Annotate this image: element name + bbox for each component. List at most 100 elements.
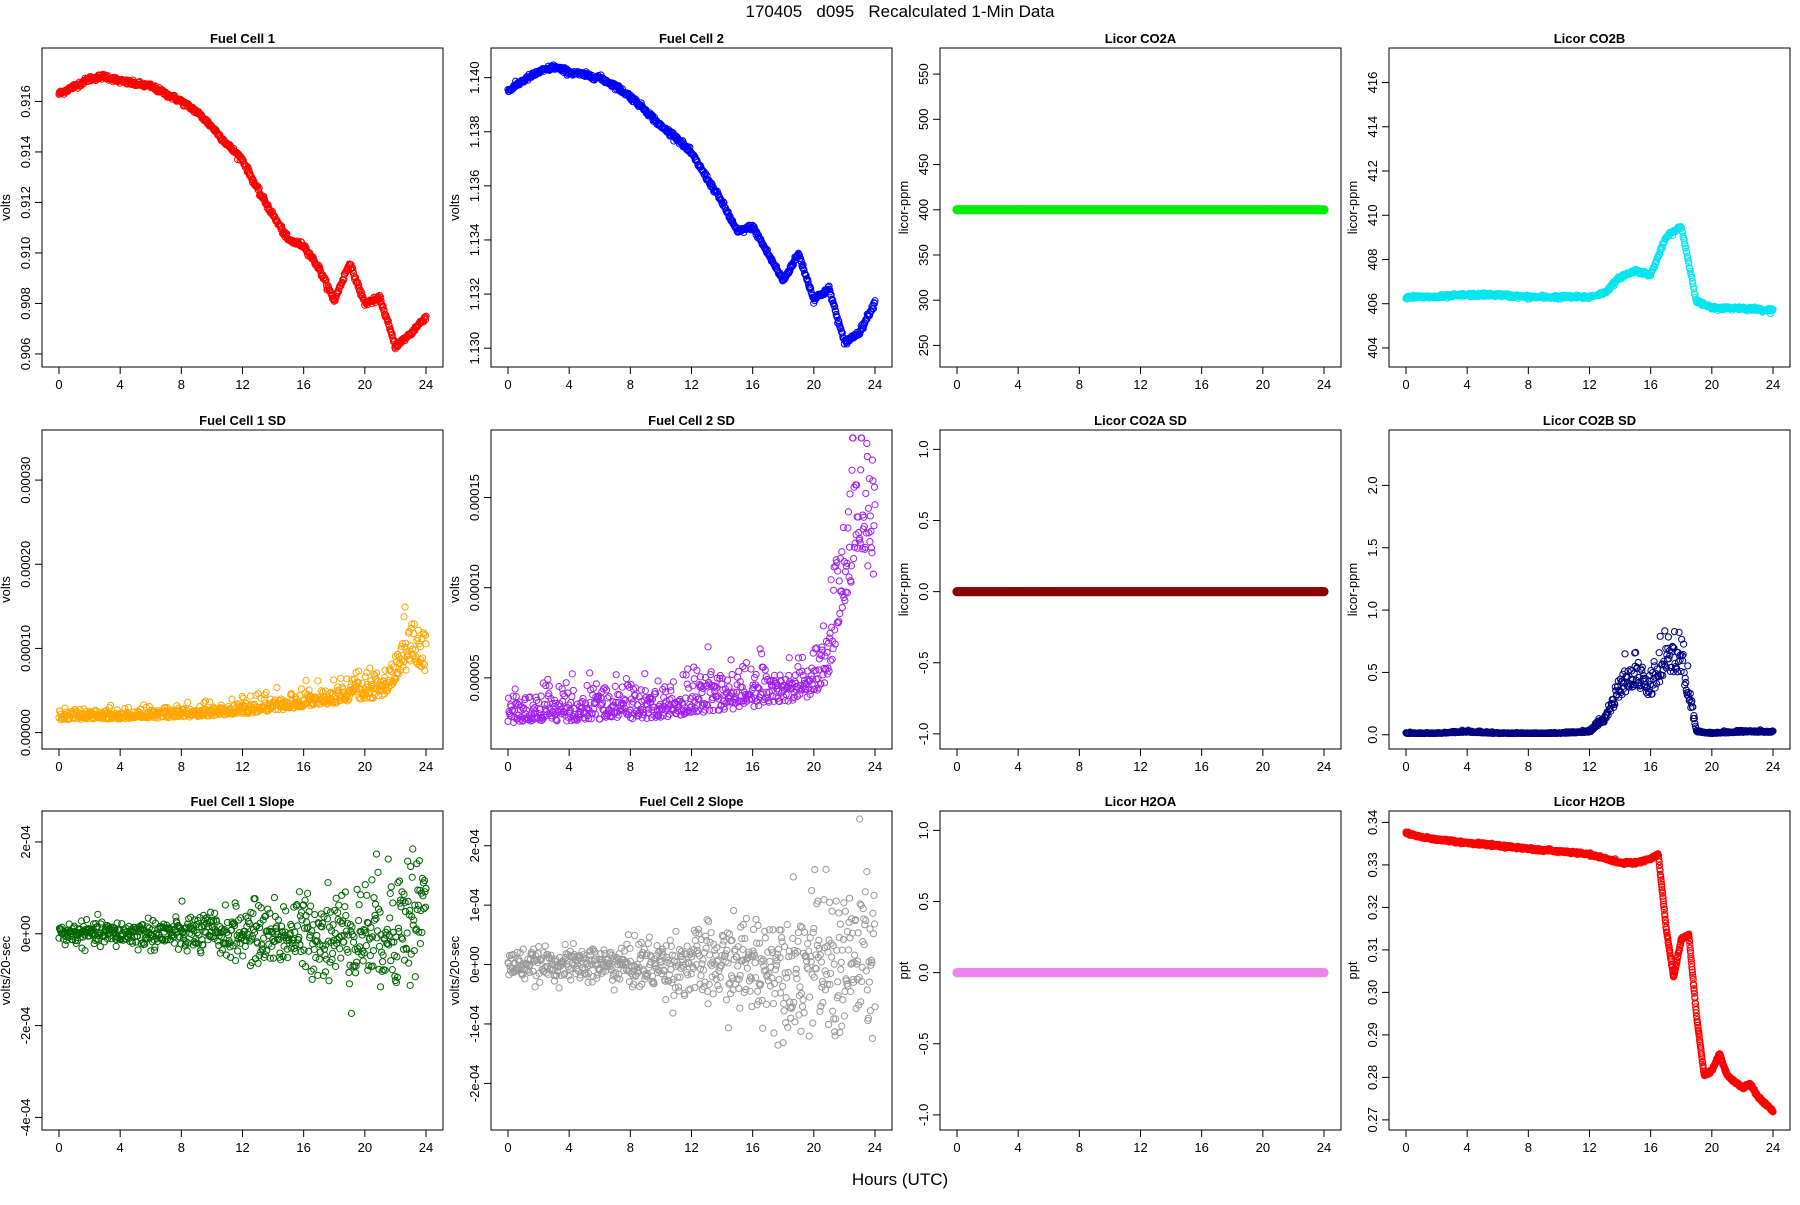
data-point	[871, 523, 877, 529]
x-tick-label: 0	[504, 377, 511, 392]
data-point	[545, 676, 551, 682]
y-tick-label: 406	[1365, 293, 1380, 315]
x-tick-label: 0	[55, 377, 62, 392]
data-point	[730, 706, 736, 712]
data-point	[1657, 633, 1663, 639]
panel-title: Licor CO2B	[1554, 31, 1626, 46]
y-tick-label: 0.5	[1365, 663, 1380, 681]
data-point	[642, 688, 648, 694]
x-tick-label: 4	[1464, 377, 1471, 392]
y-axis-label: volts	[447, 576, 462, 603]
x-tick-label: 8	[627, 377, 634, 392]
x-tick-label: 20	[1256, 377, 1270, 392]
x-tick-label: 16	[296, 759, 310, 774]
data-point	[612, 683, 618, 689]
data-point	[850, 555, 856, 561]
data-point	[865, 505, 871, 511]
data-point	[839, 549, 845, 555]
data-point	[364, 669, 370, 675]
x-tick-label: 16	[1643, 377, 1657, 392]
data-point	[748, 666, 754, 672]
data-point	[1662, 628, 1668, 634]
y-tick-label: 0.00015	[467, 474, 482, 521]
x-tick-label: 20	[1705, 377, 1719, 392]
y-axis-label: licor-ppm	[1345, 563, 1360, 616]
y-tick-label: 0.0	[916, 583, 931, 601]
y-axis-label: volts	[447, 194, 462, 221]
data-point	[362, 673, 368, 679]
x-tick-label: 8	[627, 759, 634, 774]
data-point	[872, 502, 878, 508]
y-tick-label: 500	[916, 108, 931, 130]
x-tick-label: 16	[745, 377, 759, 392]
data-point	[705, 644, 711, 650]
x-tick-label: 12	[1582, 377, 1596, 392]
data-point	[401, 614, 407, 620]
data-point	[593, 681, 599, 687]
y-axis-label: licor-ppm	[896, 563, 911, 616]
y-tick-label: 0.00030	[18, 457, 33, 504]
series-points	[505, 435, 878, 726]
data-point	[685, 666, 691, 672]
data-point	[655, 678, 661, 684]
data-point	[1685, 663, 1691, 669]
data-point	[691, 676, 697, 682]
x-tick-label: 16	[296, 377, 310, 392]
x-tick-label: 4	[1464, 759, 1471, 774]
x-tick-label: 8	[1076, 759, 1083, 774]
y-tick-label: 0.910	[18, 237, 33, 270]
data-point	[863, 490, 869, 496]
y-tick-label: 416	[1365, 72, 1380, 94]
data-point	[303, 677, 309, 683]
series-points	[505, 62, 878, 347]
y-tick-label: 350	[916, 244, 931, 266]
panel-title: Fuel Cell 2 SD	[648, 413, 735, 428]
x-tick-label: 8	[1076, 377, 1083, 392]
data-point	[367, 665, 373, 671]
x-tick-label: 8	[178, 377, 185, 392]
x-tick-label: 24	[1766, 377, 1780, 392]
data-point	[867, 539, 873, 545]
data-point	[402, 604, 408, 610]
data-point	[185, 699, 191, 705]
data-point	[799, 654, 805, 660]
y-tick-label: 412	[1365, 160, 1380, 182]
y-tick-label: 450	[916, 154, 931, 176]
x-tick-label: 0	[953, 759, 960, 774]
data-point	[865, 563, 871, 569]
data-point	[839, 604, 845, 610]
x-tick-label: 0	[953, 377, 960, 392]
y-tick-label: 0.00000	[18, 709, 33, 756]
y-tick-label: 1.140	[467, 61, 482, 94]
y-tick-label: -1.0	[916, 723, 931, 745]
plot-frame	[1389, 48, 1790, 367]
y-tick-label: 300	[916, 289, 931, 311]
x-tick-label: 20	[1256, 759, 1270, 774]
x-tick-label: 0	[504, 759, 511, 774]
data-point	[638, 687, 644, 693]
x-tick-label: 4	[1015, 759, 1022, 774]
data-point	[699, 689, 705, 695]
y-tick-label: 1.5	[1365, 539, 1380, 557]
y-tick-label: 0.00020	[18, 541, 33, 588]
panel-title: Fuel Cell 1 SD	[199, 413, 286, 428]
data-point	[587, 670, 593, 676]
y-tick-label: 0.908	[18, 287, 33, 320]
y-tick-label: 0.912	[18, 186, 33, 219]
data-point	[829, 656, 835, 662]
panel-title: Licor CO2B SD	[1543, 413, 1636, 428]
panel-title: Fuel Cell 2	[659, 31, 724, 46]
x-tick-label: 16	[1643, 759, 1657, 774]
data-point	[845, 509, 851, 515]
data-point	[836, 578, 842, 584]
y-tick-label: 1.130	[467, 332, 482, 365]
x-tick-label: 24	[1317, 759, 1331, 774]
y-tick-label: 1.138	[467, 115, 482, 148]
data-point	[422, 667, 428, 673]
x-tick-label: 0	[1402, 759, 1409, 774]
data-point	[867, 513, 873, 519]
